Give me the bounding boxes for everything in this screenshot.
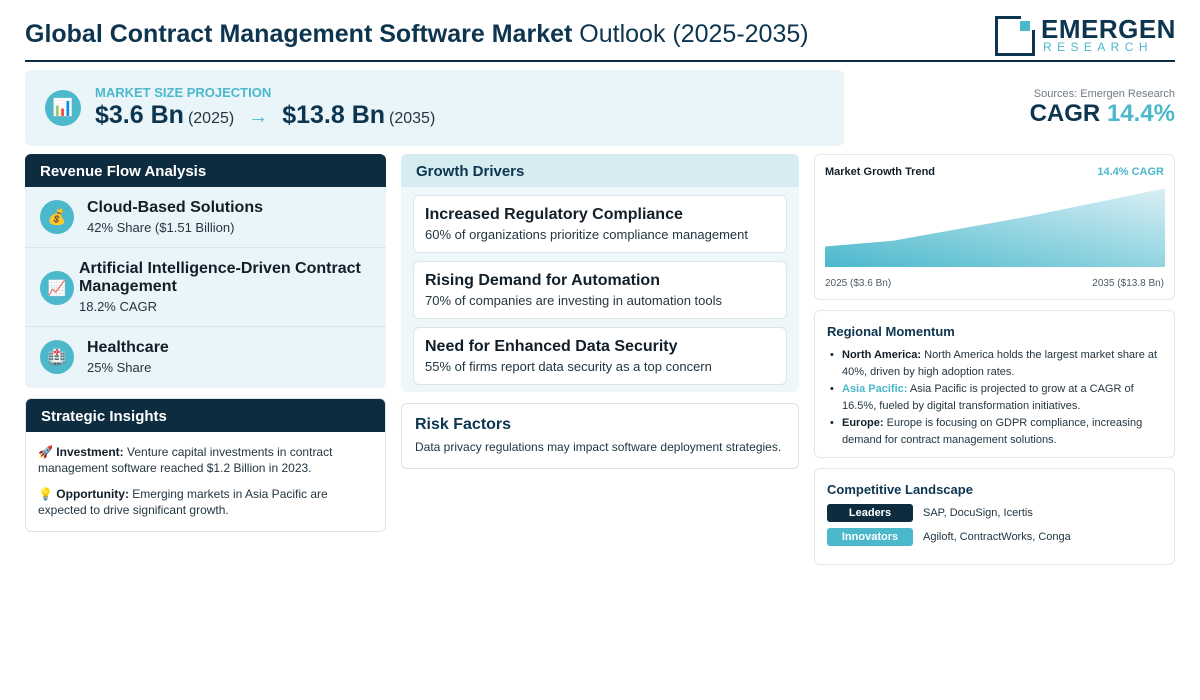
- trend-label-start: 2025 ($3.6 Bn): [825, 278, 892, 289]
- risk-factors-heading: Risk Factors: [415, 416, 512, 433]
- insight-label: Investment:: [56, 445, 124, 459]
- trend-label-end: 2035 ($13.8 Bn): [1092, 278, 1164, 289]
- leaders-names: SAP, DocuSign, Icertis: [923, 507, 1033, 519]
- market-growth-trend-panel: Market Growth Trend 14.4% CAGR 2025 ($3.…: [814, 154, 1175, 300]
- driver-title: Increased Regulatory Compliance: [425, 206, 683, 223]
- list-item: Asia Pacific: Asia Pacific is projected …: [827, 381, 1169, 414]
- trend-area: [825, 188, 1165, 267]
- driver-card: Need for Enhanced Data Security 55% of f…: [413, 327, 787, 385]
- region-text: Asia Pacific is projected to grow at a C…: [842, 383, 1134, 412]
- strategic-insights-panel: Strategic Insights 🚀 Investment: Venture…: [25, 398, 386, 532]
- risk-factors-panel: Risk Factors Data privacy regulations ma…: [401, 403, 799, 469]
- market-size-label: MARKET SIZE PROJECTION: [95, 85, 272, 100]
- driver-title: Rising Demand for Automation: [425, 272, 660, 289]
- competitive-heading: Competitive Landscape: [827, 482, 973, 497]
- revenue-item-title: Healthcare: [87, 339, 169, 356]
- market-year-start: (2025): [187, 110, 235, 127]
- market-value-start: $3.6 Bn: [95, 101, 184, 129]
- emergen-logo: EMERGEN RESEARCH: [995, 14, 1175, 56]
- arrow-right-icon: →: [248, 106, 269, 128]
- insight-text: Emerging markets in Asia Pacific are exp…: [38, 487, 328, 517]
- growth-drivers-heading: Growth Drivers: [401, 154, 799, 187]
- strategic-insights-heading: Strategic Insights: [26, 399, 385, 432]
- market-size-panel: 📊 MARKET SIZE PROJECTION $3.6 Bn (2025) → $…: [25, 70, 844, 146]
- region-label: Asia Pacific:: [842, 383, 908, 395]
- revenue-item-healthcare: 🏥 Healthcare 25% Share: [25, 327, 386, 388]
- revenue-flow-panel: Revenue Flow Analysis 💰 Cloud-Based Solu…: [25, 154, 386, 388]
- driver-sub: 55% of firms report data security as a t…: [425, 359, 712, 374]
- market-year-end: (2035): [389, 110, 436, 127]
- risk-factors-text: Data privacy regulations may impact soft…: [415, 440, 782, 454]
- list-item: Europe: Europe is focusing on GDPR compl…: [827, 415, 1169, 448]
- trend-title: Market Growth Trend: [825, 166, 936, 178]
- driver-sub: 60% of organizations prioritize complian…: [425, 227, 749, 242]
- insight-investment: 🚀 Investment: Venture capital investment…: [38, 444, 373, 476]
- driver-card: Rising Demand for Automation 70% of comp…: [413, 261, 787, 319]
- lightbulb-icon: 💡: [38, 487, 53, 501]
- driver-title: Need for Enhanced Data Security: [425, 338, 678, 355]
- driver-card: Increased Regulatory Compliance 60% of o…: [413, 195, 787, 253]
- money-bag-icon: 💰: [40, 200, 74, 234]
- region-text: North America holds the largest market s…: [842, 349, 1158, 378]
- driver-sub: 70% of companies are investing in automa…: [425, 293, 723, 308]
- insight-label: Opportunity:: [56, 487, 129, 501]
- revenue-flow-heading: Revenue Flow Analysis: [25, 154, 386, 187]
- region-label: Europe:: [842, 417, 884, 429]
- insight-text: Venture capital investments in contract …: [38, 445, 333, 475]
- trend-cagr: 14.4% CAGR: [1097, 166, 1164, 178]
- revenue-item-cloud: 💰 Cloud-Based Solutions 42% Share ($1.51…: [25, 187, 386, 248]
- revenue-item-title: Artificial Intelligence-Driven Contract …: [79, 260, 361, 295]
- logo-mark-icon: [995, 16, 1035, 56]
- revenue-item-ai: 📈 Artificial Intelligence-Driven Contrac…: [25, 248, 386, 327]
- innovators-badge: Innovators: [827, 528, 913, 546]
- header: Global Contract Management Software Mark…: [25, 12, 1175, 62]
- revenue-item-sub: 25% Share: [87, 360, 152, 375]
- bar-chart-icon: 📊: [45, 90, 81, 126]
- innovators-names: Agiloft, ContractWorks, Conga: [923, 531, 1071, 543]
- logo-subtitle: RESEARCH: [1043, 40, 1153, 54]
- revenue-item-sub: 42% Share ($1.51 Billion): [87, 220, 235, 235]
- logo-name: EMERGEN: [1041, 14, 1176, 44]
- market-size-values: $3.6 Bn (2025) → $13.8 Bn (2035): [95, 101, 435, 130]
- revenue-item-title: Cloud-Based Solutions: [87, 199, 263, 216]
- cagr-value: 14.4%: [1106, 100, 1175, 127]
- market-value-end: $13.8 Bn: [282, 101, 386, 129]
- rocket-icon: 🚀: [38, 445, 53, 459]
- insight-opportunity: 💡 Opportunity: Emerging markets in Asia …: [38, 486, 373, 518]
- trend-up-icon: 📈: [40, 271, 74, 305]
- trend-chart: [825, 188, 1165, 267]
- regional-heading: Regional Momentum: [827, 324, 955, 339]
- revenue-item-sub: 18.2% CAGR: [79, 299, 158, 314]
- leaders-badge: Leaders: [827, 504, 913, 522]
- regional-list: North America: North America holds the l…: [827, 347, 1169, 449]
- region-label: North America:: [842, 349, 922, 361]
- competitive-landscape-panel: Competitive Landscape Leaders SAP, DocuS…: [814, 468, 1175, 565]
- source-note: Sources: Emergen Research: [1033, 88, 1175, 100]
- page-title: Global Contract Management Software Mark…: [25, 20, 809, 48]
- list-item: North America: North America holds the l…: [827, 347, 1169, 380]
- growth-drivers-panel: Growth Drivers Increased Regulatory Comp…: [401, 154, 799, 392]
- regional-momentum-panel: Regional Momentum North America: North A…: [814, 310, 1175, 458]
- cagr-headline: CAGR 14.4%: [1030, 100, 1175, 128]
- region-text: Europe is focusing on GDPR compliance, i…: [842, 417, 1143, 446]
- cagr-label: CAGR: [1029, 100, 1101, 127]
- hospital-icon: 🏥: [40, 340, 74, 374]
